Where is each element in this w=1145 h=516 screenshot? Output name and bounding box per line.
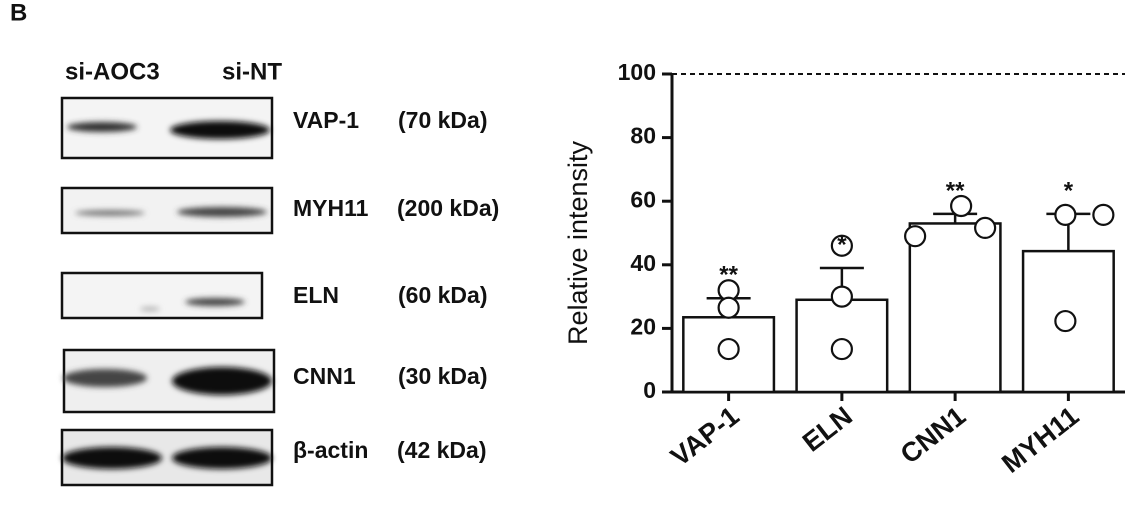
data-point (904, 225, 927, 248)
column-label: si-AOC3 (65, 58, 160, 85)
protein-label: ELN (293, 282, 339, 308)
panel-label: B (10, 0, 27, 26)
data-point (717, 337, 740, 361)
significance-label: ** (946, 177, 965, 204)
x-tick-label: MYH11 (996, 401, 1084, 479)
y-tick-label: 40 (630, 250, 656, 276)
data-point (830, 285, 853, 308)
blot-bands (62, 121, 272, 469)
protein-label: CNN1 (293, 363, 356, 389)
data-point (950, 194, 973, 218)
data-point (717, 296, 740, 319)
x-tick-label: VAP-1 (665, 401, 745, 472)
data-point (830, 337, 853, 361)
weight-label: (70 kDa) (398, 107, 487, 133)
significance-label: * (837, 231, 847, 258)
y-tick-label: 60 (630, 186, 656, 212)
weight-label: (42 kDa) (397, 437, 486, 463)
blot-strips (60, 96, 276, 487)
weight-label: (60 kDa) (398, 282, 487, 308)
protein-label: β-actin (293, 437, 368, 463)
y-tick-label: 80 (630, 123, 656, 149)
data-point (830, 234, 853, 257)
protein-label: VAP-1 (293, 107, 359, 133)
data-point (974, 216, 997, 240)
x-tick-label: CNN1 (895, 401, 971, 470)
y-tick-label: 100 (618, 59, 656, 85)
bar (908, 222, 1002, 394)
y-tick-label: 0 (643, 377, 656, 403)
y-tick-label: 20 (630, 313, 656, 339)
data-point (1092, 203, 1115, 226)
weight-label: (30 kDa) (398, 363, 487, 389)
protein-label: MYH11 (293, 195, 369, 221)
x-tick-label: ELN (797, 401, 858, 458)
significance-label: * (1064, 177, 1074, 204)
significance-label: ** (719, 262, 738, 289)
column-label: si-NT (222, 58, 282, 85)
data-point (1054, 309, 1077, 333)
data-point (1054, 203, 1077, 226)
y-axis-label: Relative intensity (563, 140, 593, 345)
weight-label: (200 kDa) (397, 195, 499, 221)
